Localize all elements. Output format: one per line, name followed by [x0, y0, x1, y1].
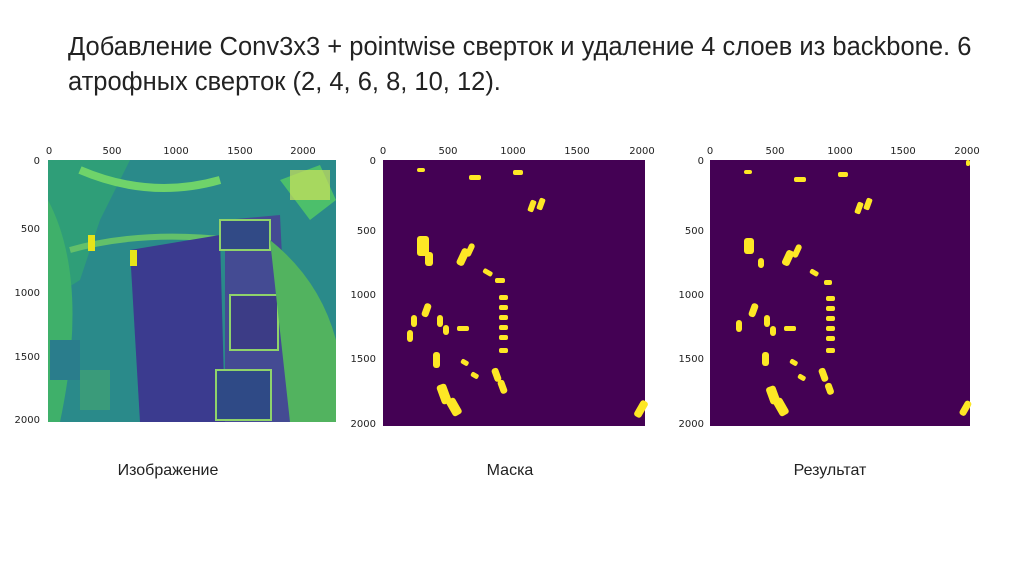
x-tick-500: 500	[438, 146, 457, 157]
x-tick-1000: 1000	[500, 146, 525, 157]
y-tick-2000: 2000	[15, 415, 40, 426]
x-tick-2000: 2000	[290, 146, 315, 157]
x-tick-2000: 2000	[954, 146, 979, 157]
x-tick-1500: 1500	[227, 146, 252, 157]
y-axis-ticks: 0 500 1000 1500 2000	[351, 156, 376, 430]
x-tick-500: 500	[102, 146, 121, 157]
mask-panel: 0 500 1000 1500 2000 0 500 1000 1500 200…	[345, 140, 655, 440]
y-tick-0: 0	[370, 156, 376, 167]
x-tick-500: 500	[765, 146, 784, 157]
y-tick-500: 500	[357, 226, 376, 237]
slide-title: Добавление Conv3x3 + pointwise сверток и…	[68, 33, 972, 96]
y-tick-1000: 1000	[351, 290, 376, 301]
mask-background	[383, 160, 645, 426]
x-axis-ticks: 0 500 1000 1500 2000	[380, 146, 655, 157]
y-tick-1000: 1000	[679, 290, 704, 301]
y-tick-0: 0	[34, 156, 40, 167]
y-tick-2000: 2000	[679, 419, 704, 430]
x-tick-0: 0	[707, 146, 713, 157]
result-objects	[736, 160, 972, 417]
x-tick-0: 0	[46, 146, 52, 157]
caption-image: Изображение	[117, 462, 219, 479]
mask-objects	[407, 168, 648, 418]
x-tick-2000: 2000	[629, 146, 654, 157]
x-tick-1000: 1000	[163, 146, 188, 157]
y-tick-1500: 1500	[15, 352, 40, 363]
caption-mask: Маска	[486, 462, 534, 479]
caption-result: Результат	[793, 462, 867, 479]
y-axis-ticks: 0 500 1000 1500 2000	[15, 156, 40, 426]
result-panel: 0 500 1000 1500 2000 0 500 1000 1500 200…	[670, 140, 980, 440]
y-tick-1500: 1500	[679, 354, 704, 365]
mask-plot: 0 500 1000 1500 2000 0 500 1000 1500 200…	[351, 146, 655, 430]
y-axis-ticks: 0 500 1000 1500 2000	[679, 156, 704, 430]
y-tick-0: 0	[698, 156, 704, 167]
y-tick-500: 500	[685, 226, 704, 237]
y-tick-1000: 1000	[15, 288, 40, 299]
image-panel: 0 500 1000 1500 2000 0 500 1000 1500 200…	[15, 140, 336, 440]
x-tick-0: 0	[380, 146, 386, 157]
x-tick-1500: 1500	[564, 146, 589, 157]
x-axis-ticks: 0 500 1000 1500 2000	[707, 146, 980, 157]
x-tick-1500: 1500	[890, 146, 915, 157]
y-tick-2000: 2000	[351, 419, 376, 430]
y-tick-500: 500	[21, 224, 40, 235]
x-tick-1000: 1000	[827, 146, 852, 157]
image-plot: 0 500 1000 1500 2000 0 500 1000 1500 200…	[15, 146, 336, 426]
x-axis-ticks: 0 500 1000 1500 2000	[46, 146, 316, 157]
aerial-image	[48, 160, 336, 422]
result-plot: 0 500 1000 1500 2000 0 500 1000 1500 200…	[679, 146, 980, 430]
result-background	[710, 160, 970, 426]
y-tick-1500: 1500	[351, 354, 376, 365]
